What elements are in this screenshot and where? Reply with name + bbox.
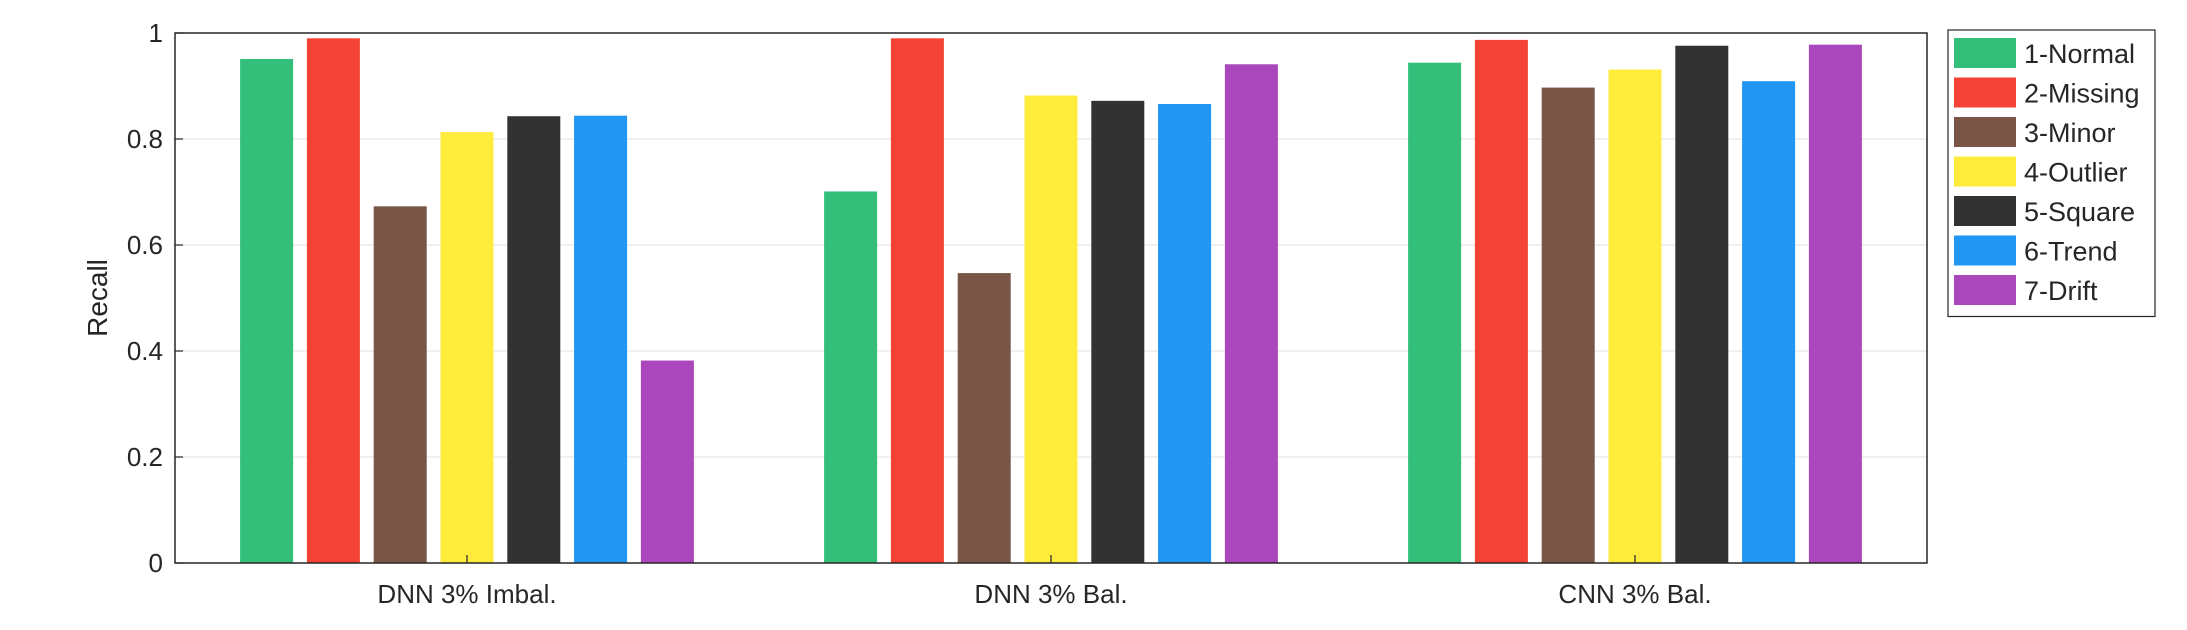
legend-swatch bbox=[1954, 156, 2016, 187]
x-tick-label: DNN 3% Bal. bbox=[974, 579, 1127, 609]
y-tick-label: 0 bbox=[149, 548, 163, 578]
bar-4-outlier bbox=[440, 132, 494, 564]
bar-2-missing bbox=[1474, 39, 1528, 563]
bar-1-normal bbox=[824, 191, 878, 563]
x-axis-ticks: DNN 3% Imbal. DNN 3% Bal. CNN 3% Bal. bbox=[377, 555, 1712, 609]
y-tick-label: 0.2 bbox=[127, 442, 163, 472]
bar-5-square bbox=[507, 116, 561, 564]
bar-3-minor bbox=[957, 273, 1011, 563]
bar-6-trend bbox=[574, 115, 628, 564]
bar-3-minor bbox=[373, 206, 427, 563]
bar-6-trend bbox=[1158, 104, 1212, 564]
bar-7-drift bbox=[1224, 64, 1278, 564]
legend-label: 2-Missing bbox=[2024, 79, 2140, 109]
bar-4-outlier bbox=[1608, 69, 1662, 563]
x-tick-label: DNN 3% Imbal. bbox=[377, 579, 556, 609]
bar-5-square bbox=[1675, 45, 1729, 564]
y-tick-label: 1 bbox=[149, 18, 163, 48]
legend-swatch bbox=[1954, 196, 2016, 226]
legend-swatch bbox=[1954, 235, 2016, 266]
legend-swatch bbox=[1954, 275, 2016, 305]
legend-label: 4-Outlier bbox=[2024, 158, 2128, 188]
bar-4-outlier bbox=[1024, 95, 1078, 563]
bar-6-trend bbox=[1742, 81, 1796, 563]
legend-swatch bbox=[1954, 38, 2016, 68]
legend-label: 7-Drift bbox=[2024, 276, 2098, 306]
bar-7-drift bbox=[1808, 44, 1862, 564]
legend-label: 3-Minor bbox=[2024, 118, 2116, 148]
bar-7-drift bbox=[640, 360, 694, 563]
x-tick-label: CNN 3% Bal. bbox=[1558, 579, 1711, 609]
y-axis-title: Recall bbox=[82, 259, 113, 337]
y-axis-ticks: 0 0.2 0.4 0.6 0.8 1 bbox=[127, 18, 183, 578]
legend-swatch bbox=[1954, 117, 2016, 147]
legend-swatch bbox=[1954, 77, 2016, 108]
bar-1-normal bbox=[240, 58, 294, 563]
legend-label: 5-Square bbox=[2024, 197, 2135, 227]
bar-1-normal bbox=[1408, 62, 1462, 564]
bar-3-minor bbox=[1541, 87, 1595, 563]
y-tick-label: 0.4 bbox=[127, 336, 163, 366]
bar-2-missing bbox=[890, 38, 944, 564]
bar-5-square bbox=[1091, 100, 1145, 563]
bars bbox=[240, 38, 1862, 564]
y-tick-label: 0.6 bbox=[127, 230, 163, 260]
bar-2-missing bbox=[306, 38, 360, 564]
legend: 1-Normal 2-Missing 3-Minor 4-Outlier 5-Squar… bbox=[1947, 29, 2156, 318]
legend-label: 6-Trend bbox=[2024, 237, 2118, 267]
y-tick-label: 0.8 bbox=[127, 124, 163, 154]
legend-label: 1-Normal bbox=[2024, 39, 2135, 69]
